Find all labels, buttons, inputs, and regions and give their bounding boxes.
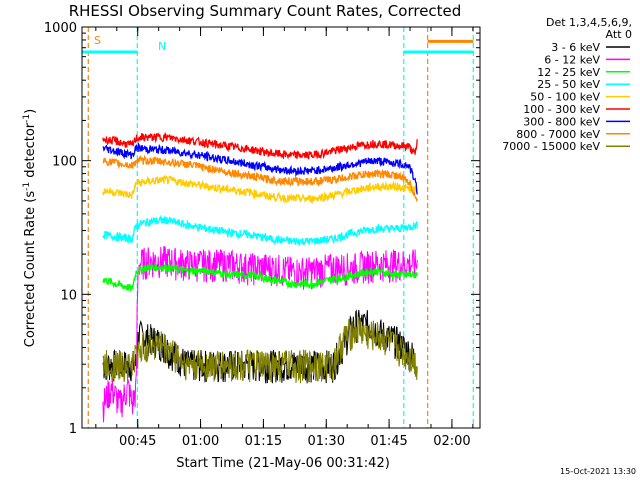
- y-axis-label-end: ): [23, 109, 38, 114]
- legend-label-1: 6 - 12 keV: [544, 53, 600, 66]
- plot-frame: [81, 26, 481, 429]
- x-tick-label: 01:45: [370, 434, 407, 449]
- series-line-3: [102, 214, 418, 246]
- annotation-n-label: N: [158, 40, 166, 53]
- y-tick-label: 100: [52, 155, 77, 170]
- x-tick-label: 00:45: [119, 434, 156, 449]
- legend-label-4: 50 - 100 keV: [530, 91, 600, 104]
- x-tick-label: 02:00: [433, 434, 470, 449]
- legend-label-2: 12 - 25 keV: [537, 66, 600, 79]
- y-tick-label: 1000: [44, 21, 77, 36]
- series-line-7: [102, 154, 418, 203]
- legend-header-line-2: Att 0: [606, 28, 632, 41]
- x-axis-label: Start Time (21-May-06 00:31:42): [176, 456, 390, 471]
- y-tick-label: 10: [60, 288, 77, 303]
- annotation-s-label: S: [94, 34, 101, 47]
- legend-label-0: 3 - 6 keV: [551, 41, 600, 54]
- chart-title: RHESSI Observing Summary Count Rates, Co…: [69, 2, 462, 20]
- y-tick-label: 1: [69, 422, 77, 437]
- legend-label-5: 100 - 300 keV: [523, 103, 600, 116]
- legend-label-3: 25 - 50 keV: [537, 78, 600, 91]
- footer-timestamp: 15-Oct-2021 13:30: [560, 467, 636, 476]
- series-line-0: [102, 309, 418, 384]
- y-axis-label-mid: detector: [23, 122, 38, 182]
- series-line-8: [102, 316, 418, 384]
- series-line-4: [102, 174, 418, 205]
- y-axis-label-exp2: -1: [22, 114, 32, 123]
- series-line-5: [102, 131, 418, 160]
- y-axis-label-main: Corrected Count Rate (s: [23, 191, 38, 348]
- x-tick-label: 01:00: [182, 434, 219, 449]
- series-layer: [102, 131, 418, 423]
- legend-label-8: 7000 - 15000 keV: [502, 140, 600, 153]
- legend-label-7: 800 - 7000 keV: [516, 128, 600, 141]
- series-line-6: [102, 141, 418, 195]
- legend-label-6: 300 - 800 keV: [523, 115, 600, 128]
- y-axis-label: Corrected Count Rate (s-1 detector-1): [22, 109, 38, 347]
- series-line-2: [102, 262, 418, 292]
- x-tick-label: 01:15: [245, 434, 282, 449]
- axis-layer: 1 10 100 1000 00:45 01:00 01:15 01:30 01:45 02:00: [44, 21, 481, 449]
- x-tick-label: 01:30: [308, 434, 345, 449]
- y-axis-label-exp1: -1: [22, 182, 32, 191]
- legend-header-line-1: Det 1,3,4,5,6,9,: [546, 16, 632, 29]
